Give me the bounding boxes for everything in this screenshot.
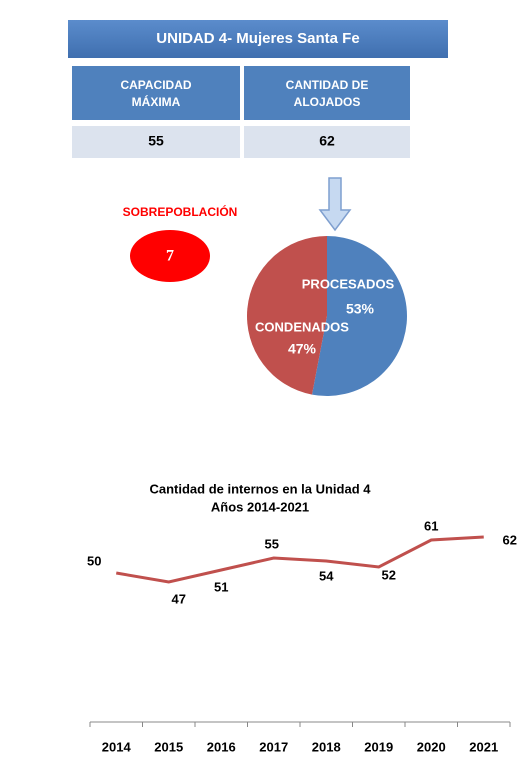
overpopulation-label: SOBREPOBLACIÓN bbox=[123, 204, 238, 219]
pie-slice bbox=[247, 235, 327, 395]
header-text: MÁXIMA bbox=[132, 94, 181, 109]
chart-title: Años 2014-2021 bbox=[211, 499, 309, 514]
slice-value: 53% bbox=[346, 301, 375, 317]
overpopulation-badge bbox=[130, 230, 210, 282]
title-bar bbox=[68, 20, 448, 58]
data-label: 47 bbox=[172, 591, 186, 606]
x-tick-label: 2014 bbox=[102, 739, 132, 754]
cell bbox=[72, 126, 240, 158]
chart-title: Cantidad de internos en la Unidad 4 bbox=[149, 481, 371, 496]
data-label: 50 bbox=[87, 553, 101, 568]
data-label: 55 bbox=[265, 536, 279, 551]
x-tick-label: 2017 bbox=[259, 739, 288, 754]
x-tick-label: 2020 bbox=[417, 739, 446, 754]
line bbox=[115, 535, 484, 584]
data-label: 51 bbox=[214, 579, 228, 594]
cell-text: 62 bbox=[319, 133, 335, 149]
data-label: 62 bbox=[503, 532, 517, 547]
slice-label: PROCESADOS bbox=[302, 276, 395, 291]
header-text: CAPACIDAD bbox=[120, 78, 191, 92]
overpopulation-value: 7 bbox=[166, 248, 174, 265]
x-tick-label: 2015 bbox=[154, 739, 183, 754]
header-text: CANTIDAD DE bbox=[286, 78, 369, 92]
cell bbox=[244, 126, 410, 158]
data-label: 54 bbox=[319, 568, 334, 583]
title: UNIDAD 4- Mujeres Santa Fe bbox=[156, 30, 359, 47]
header-cell bbox=[244, 66, 410, 120]
x-tick-label: 2021 bbox=[469, 739, 498, 754]
pie-slice bbox=[312, 236, 407, 397]
slice-value: 47% bbox=[288, 341, 317, 357]
header-text: ALOJADOS bbox=[294, 95, 361, 109]
down-arrow bbox=[318, 177, 352, 232]
header-cell bbox=[72, 66, 240, 120]
data-label: 52 bbox=[382, 567, 396, 582]
x-tick-label: 2019 bbox=[364, 739, 393, 754]
x-tick-label: 2016 bbox=[207, 739, 236, 754]
data-label: 61 bbox=[424, 518, 438, 533]
cell-text: 55 bbox=[148, 133, 164, 149]
slice-label: CONDENADOS bbox=[255, 319, 349, 334]
x-tick-label: 2018 bbox=[312, 739, 341, 754]
